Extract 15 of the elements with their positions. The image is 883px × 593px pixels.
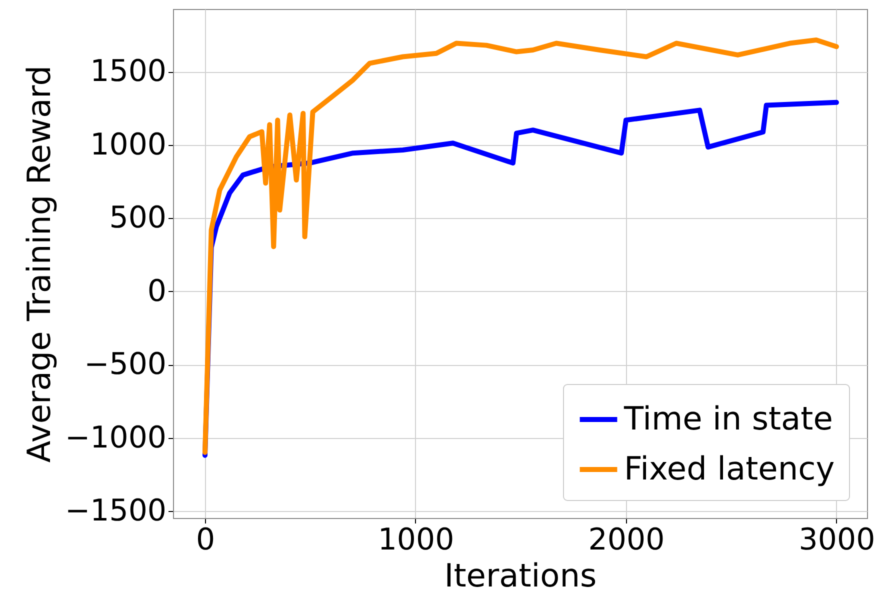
- y-tick-label: 0: [147, 274, 166, 309]
- x-tick-label: 0: [196, 522, 216, 558]
- legend-label: Time in state: [623, 400, 833, 438]
- x-tick-label: 2000: [588, 522, 665, 558]
- y-tick-label: −1000: [65, 420, 166, 456]
- y-tick-label: 1500: [90, 54, 166, 90]
- x-tick-label: 1000: [378, 522, 454, 558]
- x-tick-label: 3000: [798, 522, 876, 558]
- y-tick-label: 500: [109, 200, 166, 236]
- y-tick-label: 1000: [90, 127, 166, 162]
- y-tick-label: −500: [84, 347, 166, 382]
- y-axis-title: Average Training Reward: [20, 65, 58, 463]
- legend-label: Fixed latency: [624, 450, 835, 488]
- y-tick-label: −1500: [65, 493, 166, 528]
- x-axis-title: Iterations: [444, 556, 597, 593]
